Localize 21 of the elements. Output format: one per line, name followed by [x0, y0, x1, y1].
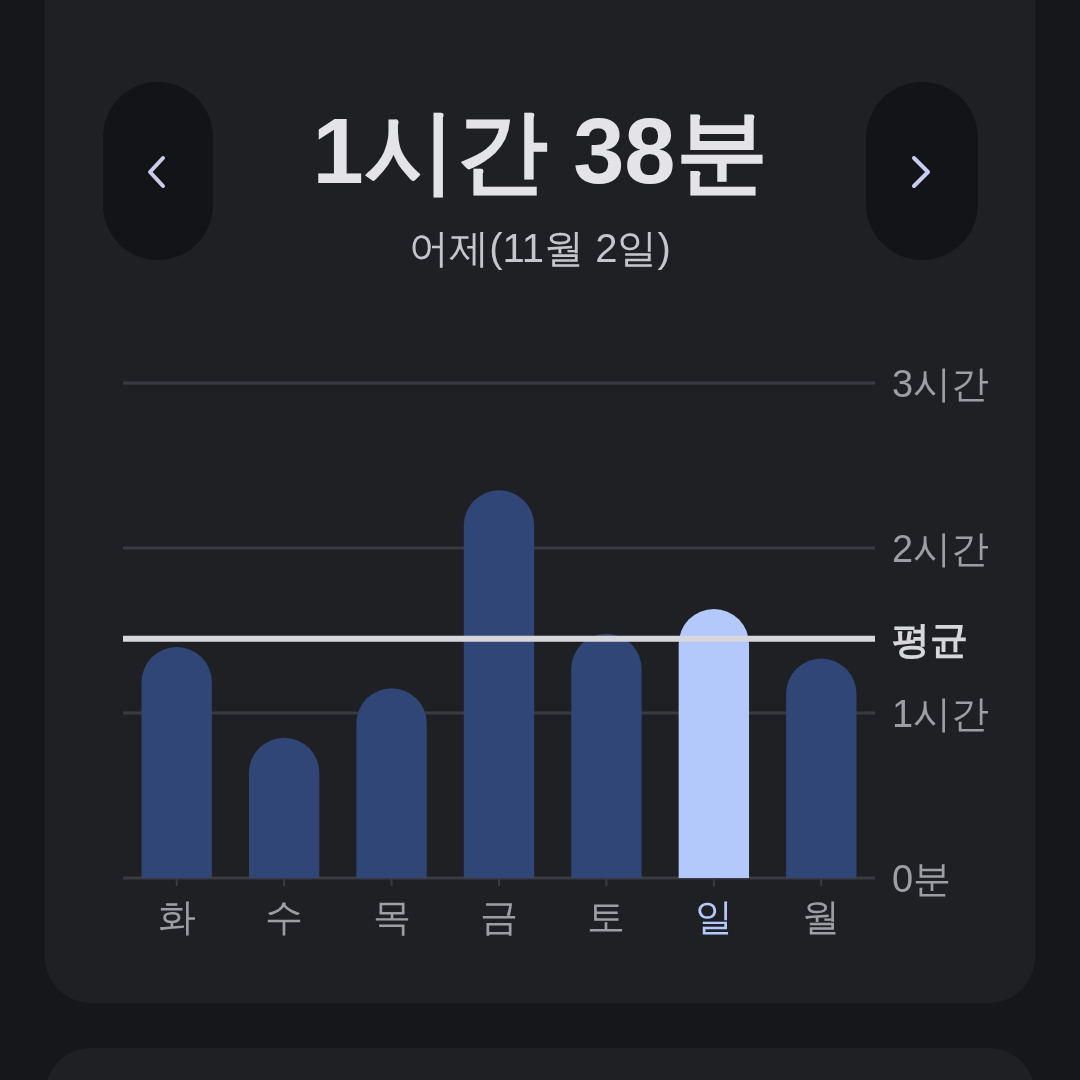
bar — [356, 688, 427, 878]
y-tick-label: 0분 — [892, 858, 952, 900]
bar — [786, 658, 857, 878]
bar — [678, 609, 750, 878]
x-tick-label: 목 — [372, 896, 411, 938]
ref-line-label: 평균 — [892, 618, 968, 661]
y-tick-label: 3시간 — [892, 363, 990, 405]
x-tick-label: 토 — [587, 896, 626, 938]
y-tick-label: 1시간 — [892, 693, 990, 735]
chart-subtitle: 어제(11월 2일) — [409, 226, 671, 270]
x-tick-label: 월 — [802, 896, 841, 938]
x-tick-label: 수 — [265, 896, 304, 938]
x-tick-label: 화 — [157, 896, 196, 938]
bar — [141, 647, 212, 878]
y-tick-label: 2시간 — [892, 528, 990, 570]
bar — [571, 633, 642, 878]
x-tick-label: 금 — [480, 896, 518, 938]
bar — [248, 737, 320, 878]
chart-title: 1시간 38분 — [312, 100, 768, 202]
x-tick-label: 일 — [694, 896, 733, 938]
bar — [463, 490, 535, 878]
